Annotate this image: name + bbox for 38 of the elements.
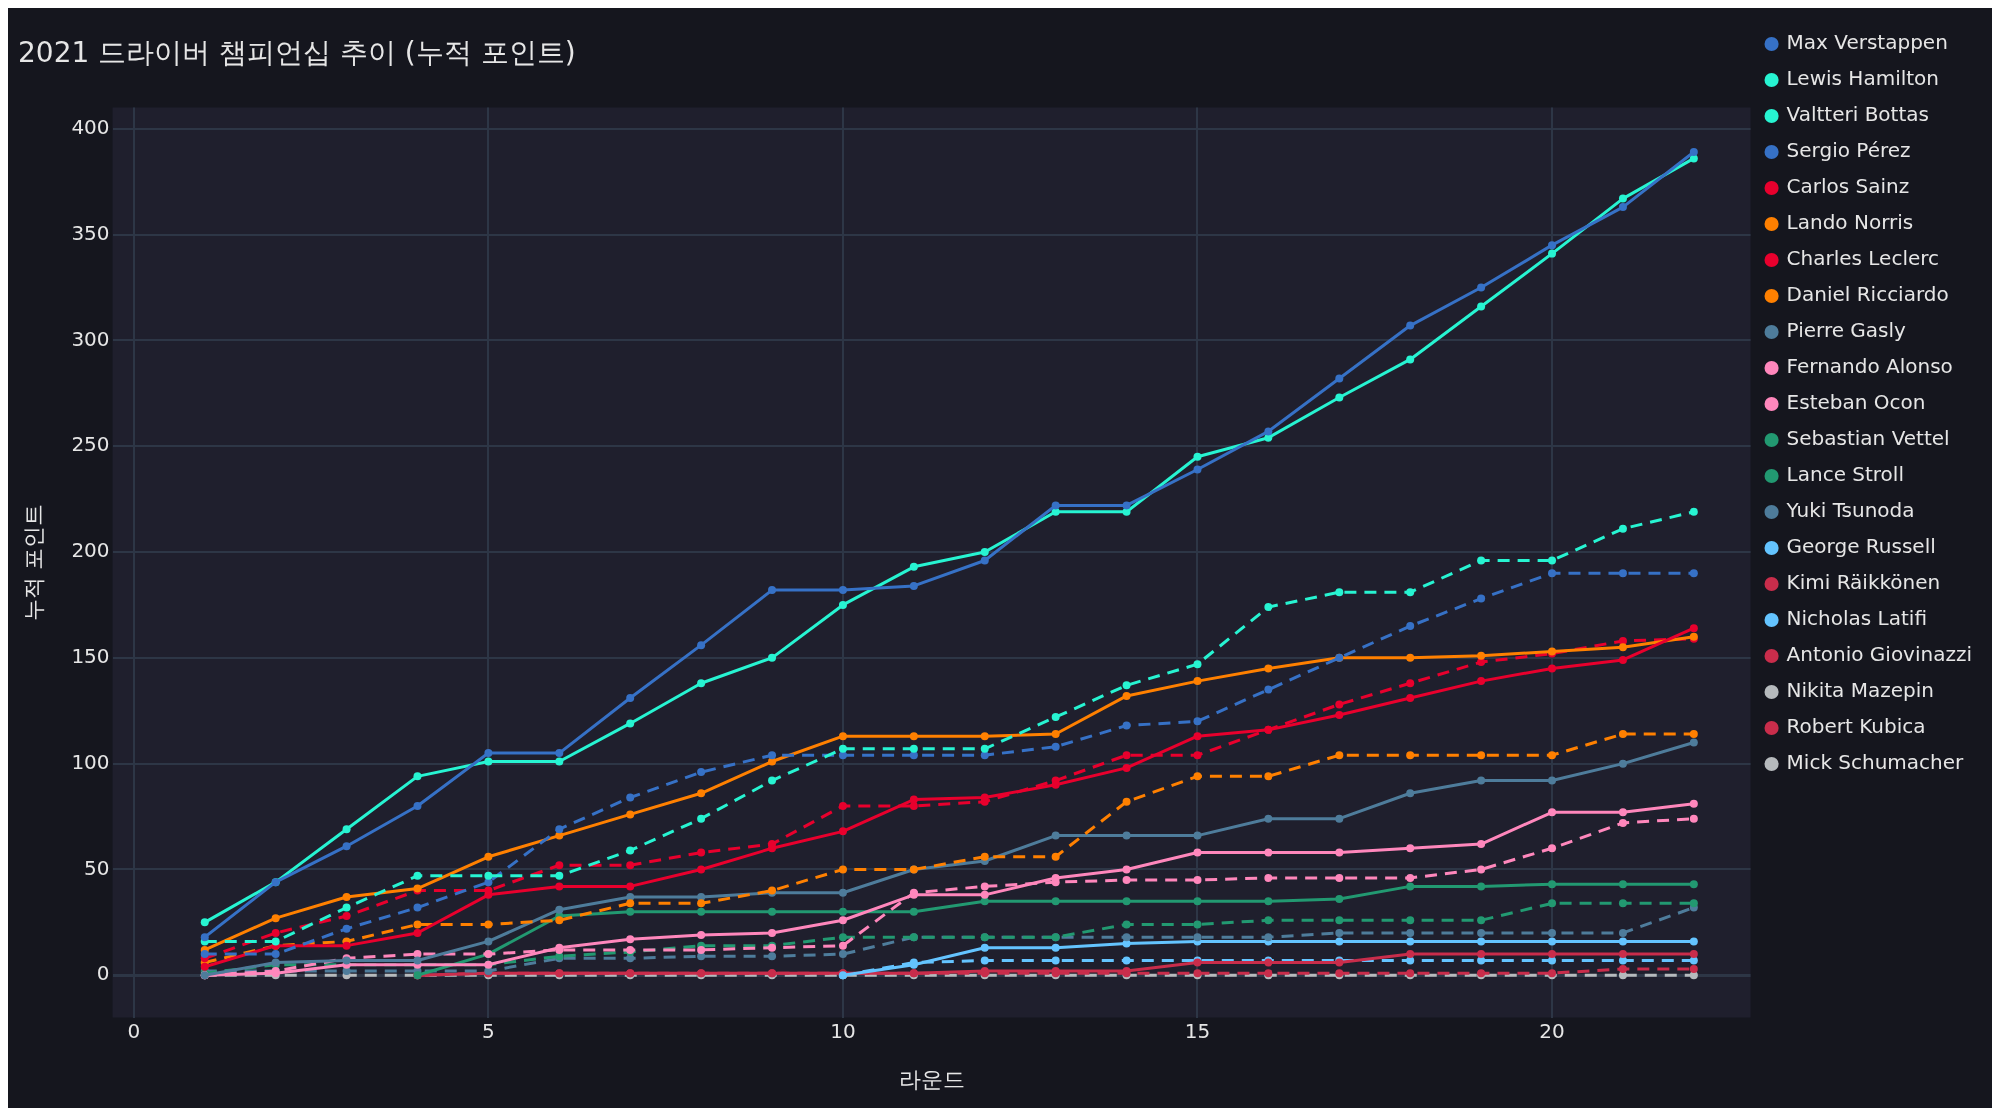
legend-label: Pierre Gasly [1786,318,1907,343]
legend-label: Antonio Giovinazzi [1786,642,1973,667]
legend-label: Daniel Ricciardo [1786,282,1949,307]
y-tick-label: 300 [71,326,110,351]
legend-label: Kimi Räikkönen [1786,570,1941,595]
y-axis-title: 누적 포인트 [20,504,46,622]
legend-label: Sebastian Vettel [1786,426,1950,451]
legend-label: Max Verstappen [1786,30,1948,55]
x-tick-label: 5 [482,1018,495,1043]
x-tick-label: 15 [1184,1018,1211,1043]
y-tick-label: 0 [96,961,110,986]
legend-label: Esteban Ocon [1786,390,1926,415]
legend-label: Robert Kubica [1786,714,1926,739]
legend-label: Fernando Alonso [1786,354,1953,379]
legend-label: Sergio Pérez [1786,138,1911,163]
y-tick-label: 150 [71,644,110,669]
legend-label: Nikita Mazepin [1786,678,1934,703]
y-tick-label: 400 [71,114,110,139]
legend-label: Nicholas Latifi [1786,606,1927,631]
chart-title: 2021 드라이버 챔피언십 추이 (누적 포인트) [18,36,576,70]
legend-label: George Russell [1786,534,1936,559]
x-tick-label: 10 [830,1018,856,1043]
legend-label: Lewis Hamilton [1786,66,1940,91]
legend-label: Charles Leclerc [1786,246,1940,271]
y-tick-label: 200 [71,538,110,563]
y-tick-label: 100 [71,749,110,774]
legend-label: Valtteri Bottas [1786,102,1929,127]
legend-label: Lando Norris [1786,210,1914,235]
legend-label: Carlos Sainz [1786,174,1910,199]
x-tick-label: 0 [127,1018,141,1043]
legend-label: Mick Schumacher [1786,750,1965,775]
y-tick-label: 50 [84,855,110,880]
legend-label: Lance Stroll [1786,462,1904,487]
y-tick-label: 350 [71,220,110,245]
legend-label: Yuki Tsunoda [1785,498,1915,523]
y-tick-label: 250 [71,432,110,457]
x-axis-title: 라운드 [898,1066,965,1092]
x-tick-label: 20 [1539,1018,1565,1043]
